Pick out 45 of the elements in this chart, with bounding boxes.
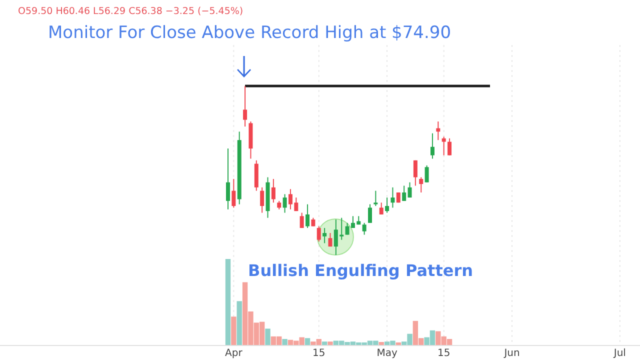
candlestick — [430, 132, 434, 160]
candlestick — [260, 186, 264, 214]
candlestick — [226, 148, 230, 210]
candlestick — [282, 194, 287, 214]
x-tick-label: 15 — [312, 348, 326, 359]
bar — [396, 342, 401, 345]
bar — [328, 342, 333, 345]
candlestick — [385, 197, 390, 214]
chart-title: Monitor For Close Above Record High at $74.90 — [48, 23, 452, 43]
bar — [265, 328, 270, 345]
candlestick — [424, 164, 429, 183]
candlestick — [368, 204, 372, 224]
candlestick — [328, 232, 332, 248]
bar — [225, 259, 231, 345]
candlestick — [322, 227, 327, 244]
x-tick-label: Jun — [503, 348, 520, 359]
candlestick — [254, 160, 258, 192]
candlestick — [306, 204, 310, 228]
candlestick — [271, 178, 276, 204]
x-tick-label: May — [376, 348, 398, 359]
candlestick — [362, 222, 366, 236]
bar — [236, 301, 242, 345]
bar — [231, 316, 236, 345]
bar — [304, 338, 310, 345]
text: O59.50 H60.46 L56.29 C56.38 −3.25 (−5.45%) — [18, 6, 244, 17]
x-tick-label: 15 — [437, 348, 450, 359]
candlestick — [413, 160, 418, 186]
annotation: Bullish Engulfing Pattern — [248, 261, 473, 280]
candlestick — [408, 182, 412, 198]
x-tick-label: Apr — [225, 348, 244, 359]
candlestick — [419, 176, 424, 193]
bar — [322, 342, 328, 345]
candlestick — [402, 185, 406, 202]
candlestick — [374, 190, 378, 206]
candlestick — [243, 86, 248, 128]
candlestick — [448, 138, 452, 156]
candlestick — [379, 202, 384, 215]
bar — [378, 342, 384, 345]
candlestick — [390, 186, 395, 208]
candlestick — [232, 178, 236, 208]
candlestick — [316, 226, 321, 242]
candlestick — [300, 212, 304, 228]
x-tick-label: Jul — [612, 348, 626, 359]
bar — [282, 338, 288, 345]
candlestick — [442, 136, 446, 156]
